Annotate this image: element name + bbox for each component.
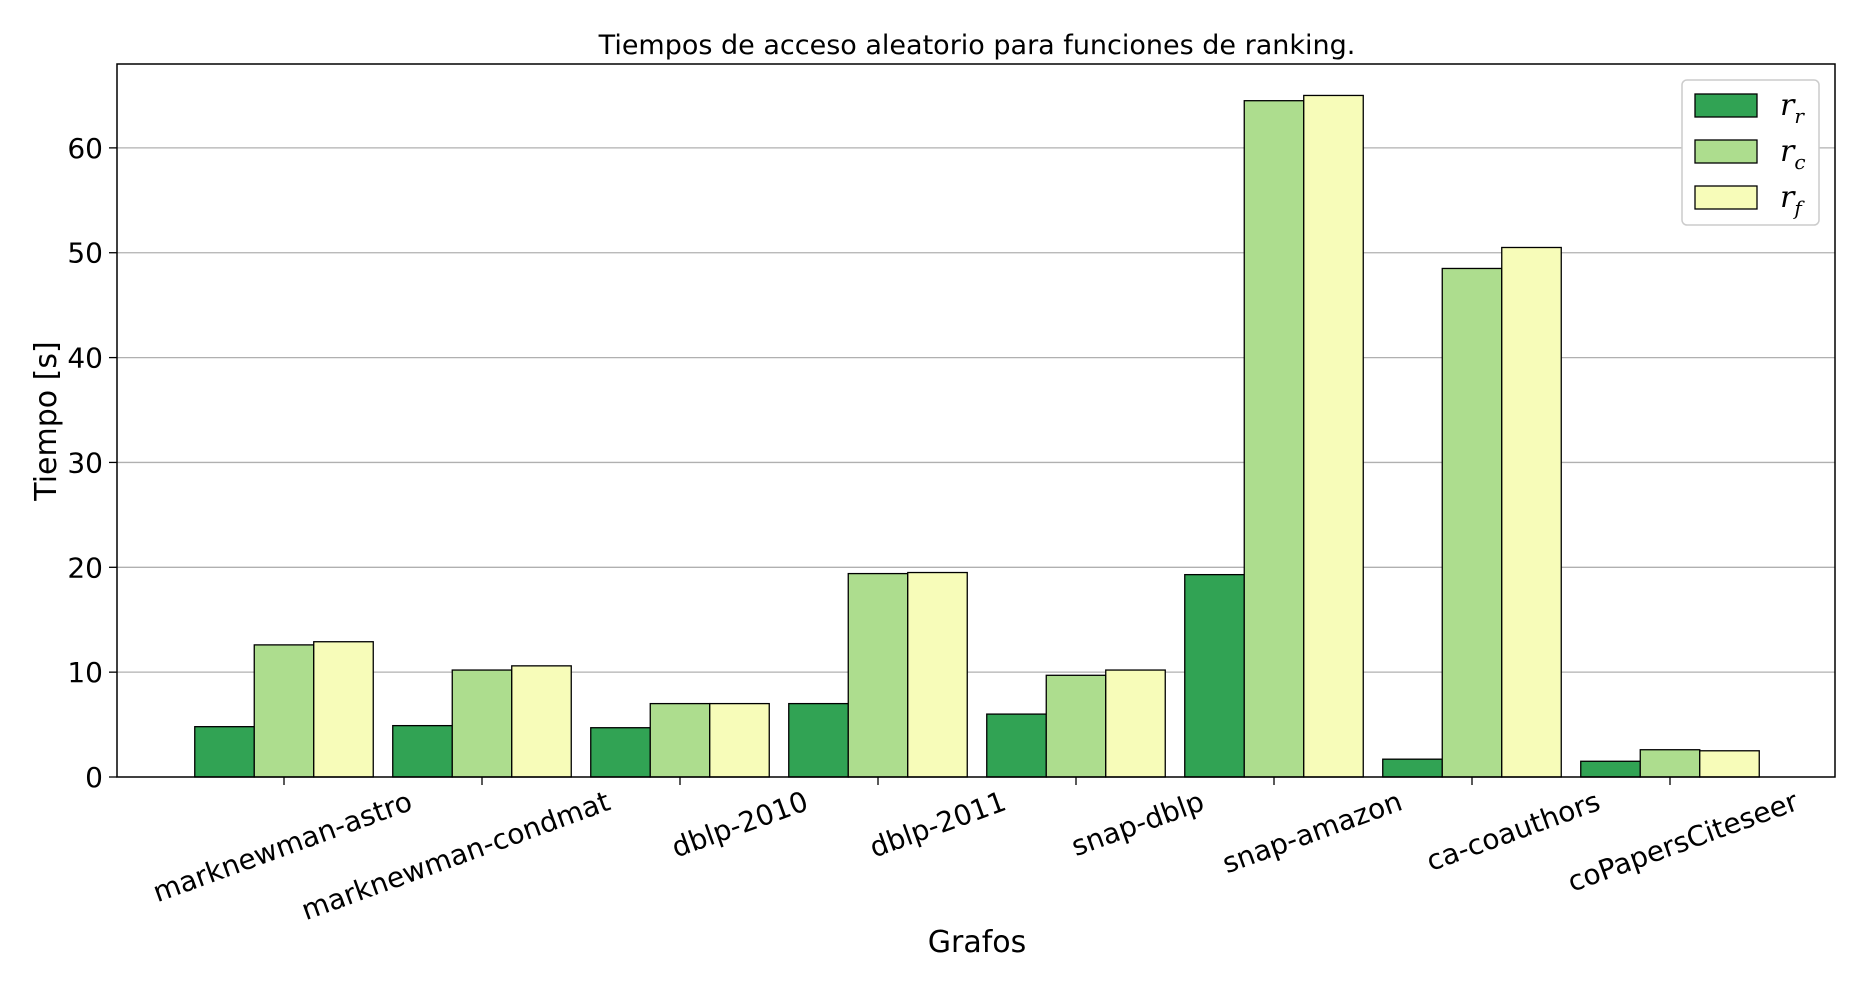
bar-coPapersCiteseer-rf [1699, 750, 1760, 778]
x-axis-label: Grafos [928, 925, 1027, 960]
legend-swatch [1694, 139, 1758, 164]
bar-dblp-2011-rr [788, 702, 849, 778]
bar-snap-amazon-rr [1184, 573, 1245, 778]
chart-title: Tiempos de acceso aleatorio para funcion… [598, 30, 1356, 61]
y-tick-label: 0 [85, 761, 103, 794]
legend-label-main: r [1780, 88, 1796, 123]
legend-label-main: r [1780, 180, 1796, 215]
bar-snap-dblp-rc [1045, 674, 1107, 778]
y-axis-label: Tiempo [s] [29, 341, 64, 501]
bar-marknewman-condmat-rr [392, 724, 453, 778]
bar-snap-amazon-rc [1243, 100, 1305, 778]
legend-label: rc [1780, 134, 1806, 174]
bar-snap-dblp-rr [986, 713, 1047, 778]
legend-label-main: r [1780, 134, 1796, 169]
y-tick-label: 60 [67, 132, 103, 165]
legend-label-sub: c [1794, 150, 1805, 174]
grid-lines [117, 147, 1835, 673]
legend-swatch [1694, 93, 1758, 118]
bar-ca-coauthors-rr [1382, 758, 1443, 778]
bar-snap-dblp-rf [1105, 669, 1166, 778]
bar-marknewman-astro-rc [253, 644, 315, 778]
bar-marknewman-condmat-rf [511, 665, 572, 778]
bar-dblp-2010-rf [709, 702, 770, 778]
legend-swatch [1694, 185, 1758, 210]
y-tick-label: 40 [67, 342, 103, 375]
y-axis-ticks: 0 10 20 30 40 50 60 [67, 132, 117, 794]
bar-marknewman-astro-rf [313, 641, 374, 778]
bar-marknewman-astro-rr [194, 726, 255, 778]
bar-coPapersCiteseer-rr [1580, 760, 1641, 778]
legend-label-sub: r [1794, 104, 1805, 128]
y-tick-label: 10 [67, 656, 103, 689]
bars-group [194, 94, 1760, 778]
bar-ca-coauthors-rc [1441, 267, 1503, 778]
y-tick-label: 50 [67, 237, 103, 270]
bar-coPapersCiteseer-rc [1639, 749, 1701, 778]
bar-snap-amazon-rf [1303, 94, 1364, 778]
y-tick-label: 20 [67, 551, 103, 584]
bar-ca-coauthors-rf [1501, 246, 1562, 778]
bar-dblp-2010-rr [590, 727, 651, 778]
legend-label: rr [1780, 88, 1805, 128]
bar-dblp-2011-rf [907, 571, 968, 778]
y-tick-label: 30 [67, 446, 103, 479]
bar-dblp-2010-rc [649, 702, 711, 778]
bar-marknewman-condmat-rc [451, 669, 513, 778]
plot-frame [116, 63, 1836, 778]
bar-dblp-2011-rc [847, 572, 909, 778]
